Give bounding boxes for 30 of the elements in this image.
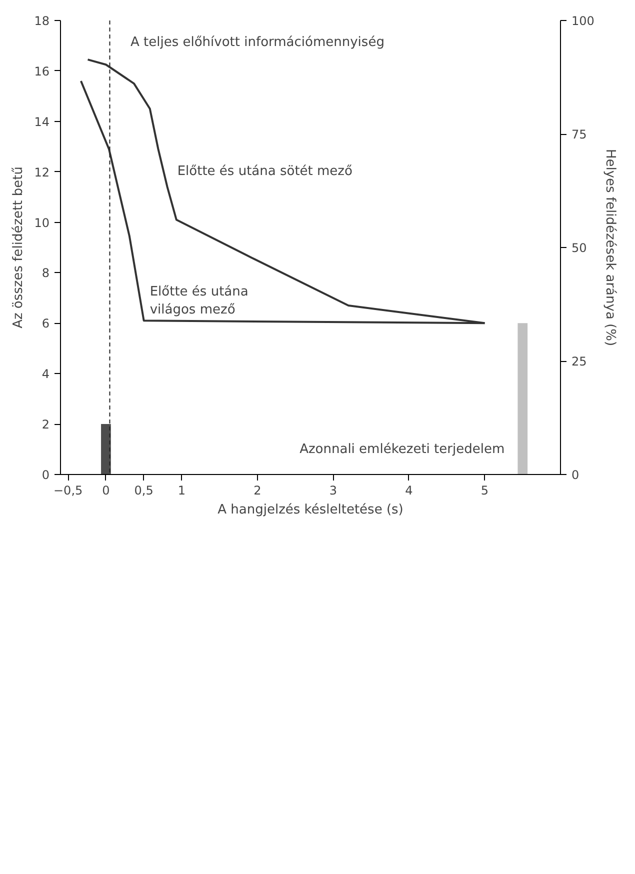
y-tick-label: 4 [42,367,50,382]
x-tick-label: −0,5 [54,484,83,498]
y-tick-label: 10 [34,216,50,230]
y-tick-label: 0 [42,468,50,482]
y2-tick-label: 25 [572,354,587,368]
y2-tick-label: 75 [572,128,587,142]
series-label: Előtte és utána világos mező [150,284,248,318]
y2-tick-label: 50 [572,241,587,255]
x-tick-label: 4 [405,484,413,498]
x-axis-title: A hangjelzés késleltetése (s) [218,502,404,518]
y2-axis-title: Helyes felidézések aránya (%) [602,148,618,346]
y-tick-label: 18 [34,14,50,28]
y-tick-label: 14 [34,114,50,129]
x-tick-label: 0 [102,484,110,498]
y2-tick-label: 100 [572,14,594,28]
annotation: A teljes előhívott információmennyiség [130,35,384,50]
y-tick-label: 12 [34,165,50,180]
x-tick-label: 0,5 [134,484,154,498]
y2-tick-label: 0 [572,468,580,482]
x-tick-label: 3 [329,484,338,498]
x-tick-label: 1 [178,484,186,498]
series-label: Előtte és utána sötét mező [177,164,353,179]
y-tick-label: 8 [42,266,50,280]
y-tick-label: 6 [42,316,50,331]
x-tick-label: 2 [254,484,262,498]
series-label: Azonnali emlékezeti terjedelem [300,442,505,457]
y-tick-label: 2 [42,418,50,432]
y-tick-label: 16 [34,64,50,78]
y-axis-title: Az összes felidézett betű [11,166,26,328]
x-tick-label: 5 [480,484,489,498]
